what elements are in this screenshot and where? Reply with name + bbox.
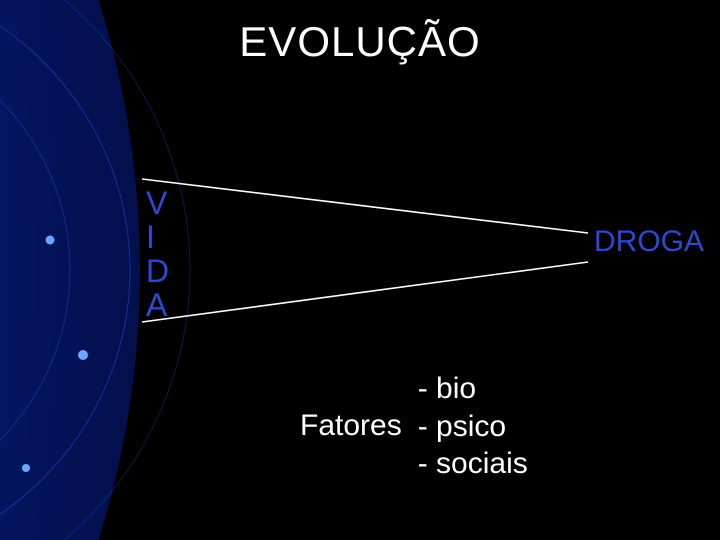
vida-letter: V — [146, 187, 170, 221]
droga-label: DROGA — [594, 225, 704, 259]
vida-letter: I — [146, 221, 170, 255]
fatores-items: - bio- psico- sociais — [418, 370, 528, 483]
vida-letter: A — [146, 289, 170, 323]
fatores-item: - psico — [418, 408, 528, 446]
orbit-dot-icon — [22, 464, 30, 472]
vida-letter: D — [146, 255, 170, 289]
vida-vertical-label: VIDA — [146, 187, 170, 323]
orbit-dot-icon — [46, 236, 55, 245]
fatores-label: Fatores — [300, 409, 402, 443]
fatores-item: - bio — [418, 370, 528, 408]
slide-title: EVOLUÇÃO — [0, 18, 720, 66]
fatores-item: - sociais — [418, 445, 528, 483]
slide-stage: EVOLUÇÃO VIDA DROGA Fatores - bio- psico… — [0, 0, 720, 540]
fatores-block: Fatores - bio- psico- sociais — [300, 370, 528, 483]
orbit-dot-icon — [78, 350, 88, 360]
